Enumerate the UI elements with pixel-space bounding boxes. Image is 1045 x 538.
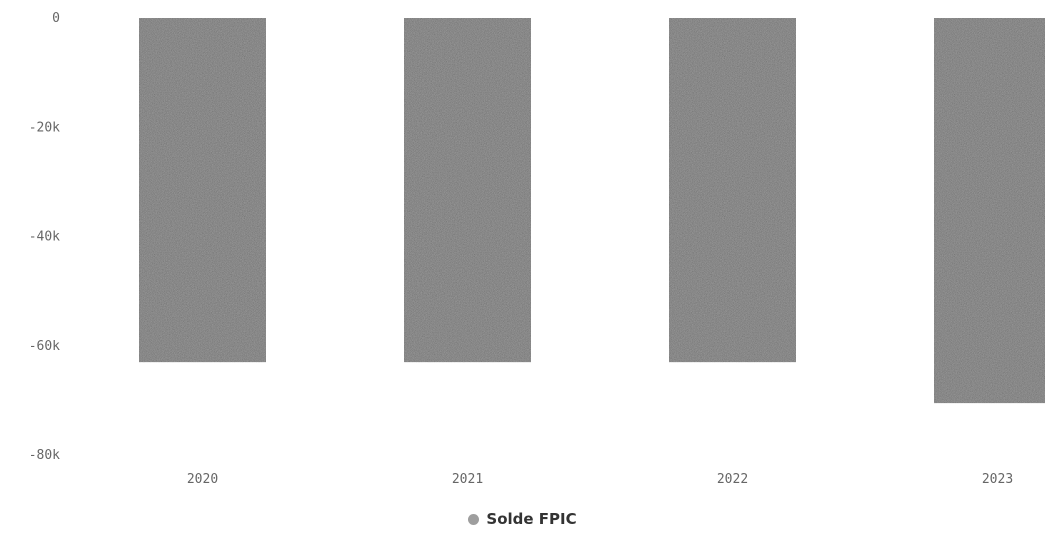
y-tick-label: -60k (29, 339, 60, 354)
bar-series (139, 18, 1045, 404)
x-tick-label: 2021 (452, 472, 483, 487)
bar-2020[interactable] (139, 18, 266, 363)
y-tick-label: 0 (52, 11, 60, 26)
legend[interactable]: Solde FPIC (0, 509, 1045, 529)
bar-2022[interactable] (669, 18, 796, 363)
y-tick-label: -20k (29, 120, 60, 135)
bar-2021[interactable] (404, 18, 531, 363)
y-tick-label: -40k (29, 230, 60, 245)
x-tick-label: 2020 (187, 472, 218, 487)
x-axis: 2020 2021 2022 2023 (187, 472, 1013, 487)
x-tick-label: 2023 (982, 472, 1013, 487)
x-tick-label: 2022 (717, 472, 748, 487)
legend-label: Solde FPIC (486, 510, 577, 528)
y-tick-label: -80k (29, 448, 60, 463)
legend-marker-icon (468, 514, 480, 525)
y-axis: 0 -20k -40k -60k -80k (29, 11, 60, 463)
bar-2023[interactable] (934, 18, 1045, 404)
